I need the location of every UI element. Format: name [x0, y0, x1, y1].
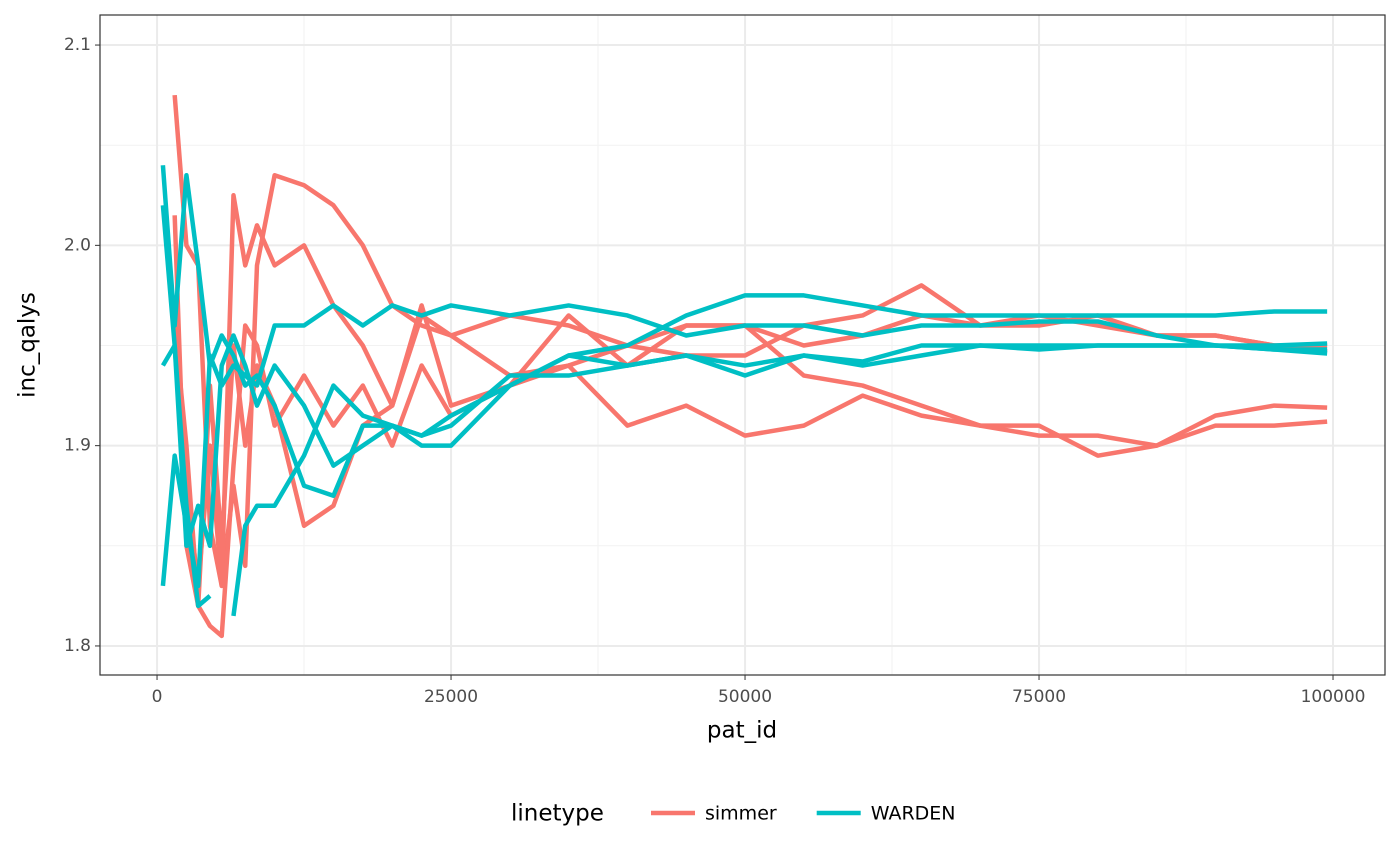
- x-tick-label: 75000: [1012, 687, 1066, 707]
- series-line: [172, 193, 1328, 589]
- x-tick-label: 0: [152, 687, 163, 707]
- legend-title: linetype: [511, 801, 604, 827]
- y-tick-label: 2.1: [64, 35, 91, 55]
- x-tick-label: 25000: [424, 687, 478, 707]
- series-line: [160, 205, 1328, 549]
- legend-label: WARDEN: [871, 803, 956, 825]
- x-tick-label: 100000: [1301, 687, 1366, 707]
- y-tick-label: 1.9: [64, 436, 91, 456]
- x-tick-label: 50000: [718, 687, 772, 707]
- panel-border: [99, 14, 1386, 676]
- y-tick-label: 2.0: [64, 235, 91, 255]
- legend-label: simmer: [705, 803, 777, 825]
- series-line: [172, 303, 1328, 609]
- y-tick-label: 1.8: [64, 636, 91, 656]
- y-axis-label: inc_qalys: [15, 292, 41, 398]
- x-axis-label: pat_id: [707, 718, 777, 744]
- series-line: [160, 165, 1328, 498]
